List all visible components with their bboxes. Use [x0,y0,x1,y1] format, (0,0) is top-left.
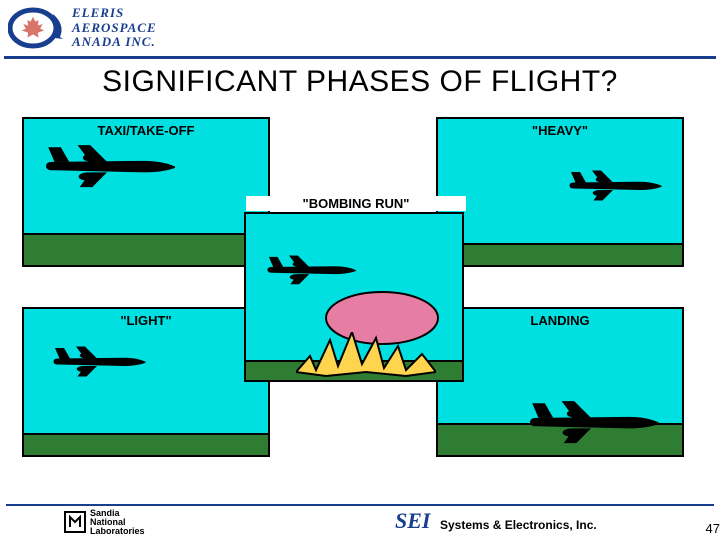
header: ELERIS AEROSPACE ANADA INC. [0,0,720,56]
explosion-icon [296,332,436,378]
panel-label-taxi: TAXI/TAKE-OFF [24,123,268,138]
panel-heavy: "HEAVY" [436,117,684,267]
logo: ELERIS AEROSPACE ANADA INC. [8,4,157,52]
plane-icon [528,399,665,450]
phase-grid: TAXI/TAKE-OFF "HEAVY" [10,117,710,487]
panel-bombing: "BOMBING RUN" [244,212,464,382]
brand-line1: ELERIS [72,6,157,21]
panel-label-light: "LIGHT" [24,313,268,328]
panel-taxi: TAXI/TAKE-OFF [22,117,270,267]
ground [24,435,268,455]
footer-divider [6,504,714,506]
panel-label-heavy: "HEAVY" [438,123,682,138]
ground [438,245,682,265]
page-number: 47 [706,521,720,536]
brand-text: ELERIS AEROSPACE ANADA INC. [72,6,157,51]
brand-line3: ANADA INC. [72,35,157,50]
panel-light: "LIGHT" [22,307,270,457]
sei-subtitle: Systems & Electronics, Inc. [440,518,597,532]
sei-logo: SEI [395,508,430,534]
panel-label-bombing: "BOMBING RUN" [246,196,466,211]
plane-icon [568,169,666,207]
panel-landing: LANDING [436,307,684,457]
ground-line [24,233,268,235]
sandia-text: Sandia National Laboratories [90,509,145,536]
sandia-icon [64,511,86,533]
page-title: SIGNIFICANT PHASES OF FLIGHT? [0,65,720,99]
maple-ring-icon [8,4,66,52]
plane-icon [44,143,181,194]
sandia-l3: Laboratories [90,527,145,536]
panel-label-landing: LANDING [438,313,682,328]
ground [24,235,268,265]
header-divider [4,56,716,59]
plane-icon [52,345,150,383]
brand-line2: AEROSPACE [72,21,157,36]
ground-line [24,433,268,435]
footer: Sandia National Laboratories SEI Systems… [0,504,720,540]
ground-line [438,243,682,245]
sandia-logo: Sandia National Laboratories [64,509,145,536]
